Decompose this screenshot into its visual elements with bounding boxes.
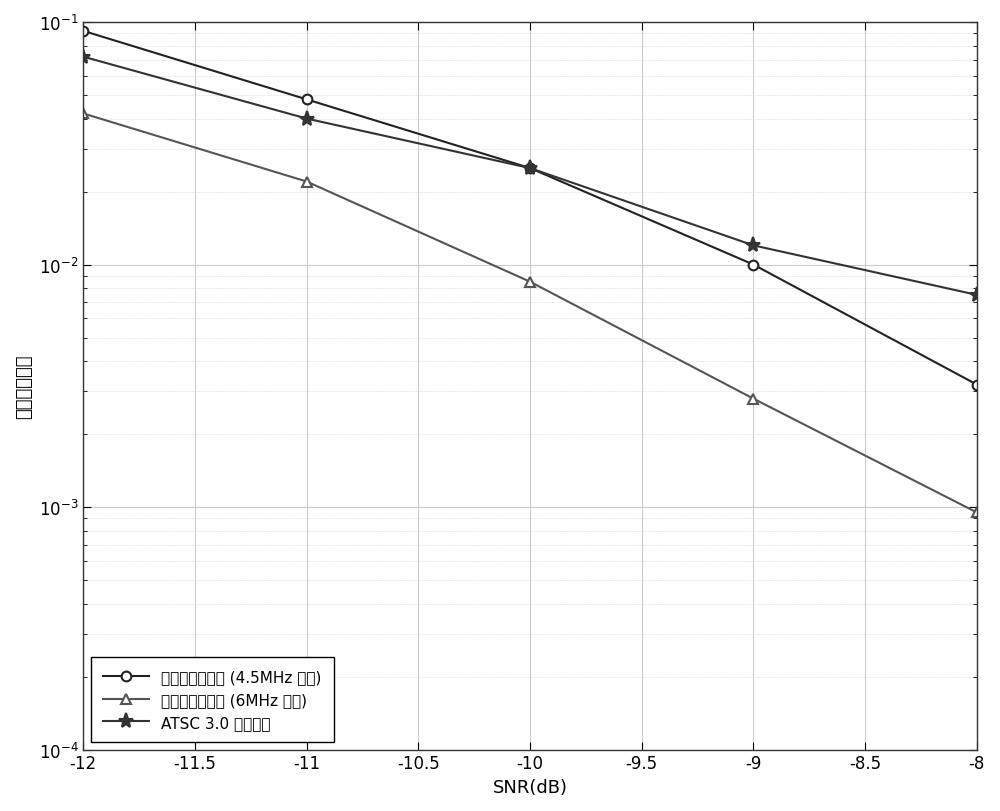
所提的前导符号 (4.5MHz 带宽) [747,260,759,270]
Y-axis label: 解信令错误率: 解信令错误率 [15,354,33,418]
所提的前导符号 (4.5MHz 带宽) [971,380,983,390]
ATSC 3.0 前导符号 [301,114,313,124]
Line: 所提的前导符号 (4.5MHz 带宽): 所提的前导符号 (4.5MHz 带宽) [78,27,982,390]
ATSC 3.0 前导符号 [971,290,983,300]
所提的前导符号 (4.5MHz 带宽) [77,27,89,36]
所提的前导符号 (6MHz 带宽) [77,109,89,119]
所提的前导符号 (4.5MHz 带宽) [524,164,536,174]
ATSC 3.0 前导符号 [77,53,89,62]
Line: ATSC 3.0 前导符号: ATSC 3.0 前导符号 [76,50,984,303]
所提的前导符号 (6MHz 带宽) [524,277,536,287]
Legend: 所提的前导符号 (4.5MHz 带宽), 所提的前导符号 (6MHz 带宽), ATSC 3.0 前导符号: 所提的前导符号 (4.5MHz 带宽), 所提的前导符号 (6MHz 带宽), … [91,658,334,742]
所提的前导符号 (6MHz 带宽) [971,508,983,517]
Line: 所提的前导符号 (6MHz 带宽): 所提的前导符号 (6MHz 带宽) [78,109,982,517]
所提的前导符号 (6MHz 带宽) [301,178,313,187]
所提的前导符号 (4.5MHz 带宽) [301,96,313,105]
ATSC 3.0 前导符号 [524,164,536,174]
ATSC 3.0 前导符号 [747,241,759,251]
X-axis label: SNR(dB): SNR(dB) [492,778,567,796]
所提的前导符号 (6MHz 带宽) [747,394,759,404]
